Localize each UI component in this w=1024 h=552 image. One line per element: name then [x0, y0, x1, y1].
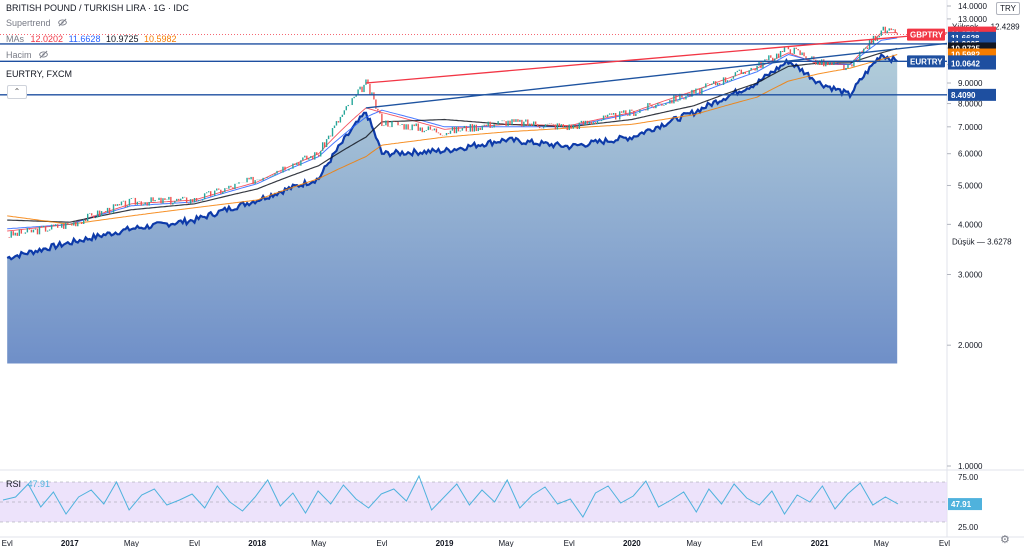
collapse-legend-button[interactable]: ⌃: [7, 85, 27, 99]
price-tick-label: 6.0000: [958, 150, 983, 159]
currency-label: TRY: [1000, 4, 1016, 13]
price-tick-label: 3.0000: [958, 271, 983, 280]
ma-line-2: [7, 37, 898, 230]
price-tick-label: 7.0000: [958, 123, 983, 132]
chevron-up-icon: ⌃: [13, 87, 21, 96]
time-tick-label: 2017: [61, 539, 79, 547]
eye-hidden-icon[interactable]: [39, 50, 48, 59]
rsi-value: 47.91: [27, 479, 51, 489]
currency-button[interactable]: TRY: [996, 2, 1020, 15]
series-tag-label: GBPTRY: [910, 31, 944, 40]
price-tick-label: 1.0000: [958, 462, 983, 471]
rsi-line: [2, 474, 899, 518]
series-tag: [907, 28, 945, 41]
price-tick-label: 2.0000: [958, 341, 983, 350]
compare-legend[interactable]: EURTRY, FXCM: [6, 69, 72, 79]
rsi-value-label: 47.91: [951, 500, 972, 509]
time-tick-label: 2021: [811, 539, 829, 547]
price-tick-label: 9.0000: [958, 79, 983, 88]
price-tick-label: 13.0000: [958, 15, 987, 24]
time-tick-label: May: [499, 539, 514, 547]
time-tick-label: Evl: [189, 539, 200, 547]
trendline-upper: [365, 32, 948, 84]
price-tick-label: 5.0000: [958, 181, 983, 190]
ma-line-1: [7, 32, 898, 232]
price-label-box: [948, 88, 996, 101]
ma1-value: 12.0202: [30, 34, 64, 44]
ma2-value: 11.6628: [68, 34, 101, 44]
symbol-title-text: BRITISH POUND / TURKISH LIRA · 1G · IDC: [6, 3, 189, 13]
series-tag: [907, 55, 945, 68]
rsi-legend[interactable]: RSI 47.91: [6, 479, 50, 489]
price-tick-label: 8.0000: [958, 100, 983, 109]
volume-legend[interactable]: Hacim: [6, 50, 48, 60]
time-tick-label: May: [686, 539, 701, 547]
ma3-value: 10.9725: [105, 34, 139, 44]
eurtry-line: [6, 53, 898, 261]
ma-line-3: [7, 47, 898, 223]
time-tick-label: Evl: [564, 539, 575, 547]
mas-legend[interactable]: MAs 12.0202 11.6628 10.9725 10.5982: [6, 34, 177, 44]
price-tick-label: 14.0000: [958, 2, 987, 11]
time-tick-label: May: [311, 539, 326, 547]
trendline-lower: [365, 42, 948, 109]
time-tick-label: 2020: [623, 539, 641, 547]
time-tick-label: Evl: [752, 539, 763, 547]
ma-line-4: [7, 54, 898, 225]
settings-gear-icon[interactable]: ⚙: [1000, 534, 1010, 546]
rsi-value-box: [948, 498, 982, 511]
compare-label: EURTRY, FXCM: [6, 69, 73, 79]
eye-hidden-icon[interactable]: [58, 18, 67, 27]
time-tick-label: 2019: [436, 539, 454, 547]
volume-label: Hacim: [6, 50, 32, 60]
price-label: 8.4090: [951, 91, 976, 100]
ma4-value: 10.5982: [144, 34, 177, 44]
time-tick-label: Evl: [939, 539, 950, 547]
eurtry-area: [7, 54, 898, 364]
time-tick-label: May: [874, 539, 889, 547]
rsi-tick-label: 25.00: [958, 523, 979, 532]
rsi-tick-label: 75.00: [958, 473, 979, 482]
time-tick-label: Evl: [376, 539, 387, 547]
price-label: 10.5982: [951, 51, 980, 60]
time-tick-label: 2018: [248, 539, 266, 547]
time-tick-label: May: [124, 539, 139, 547]
rsi-label: RSI: [6, 479, 22, 489]
price-label-box: [948, 57, 996, 70]
price-tick-label: 4.0000: [958, 220, 983, 229]
symbol-title[interactable]: BRITISH POUND / TURKISH LIRA · 1G · IDC: [6, 3, 189, 13]
series-tag-label: EURTRY: [910, 57, 943, 66]
price-stat-label: Düşük — 3.6278: [952, 237, 1012, 246]
supertrend-label: Supertrend: [6, 18, 51, 28]
mas-label: MAs: [6, 34, 24, 44]
price-label: 10.0642: [951, 60, 980, 69]
supertrend-legend[interactable]: Supertrend: [6, 18, 67, 28]
time-tick-label: Evl: [2, 539, 13, 547]
